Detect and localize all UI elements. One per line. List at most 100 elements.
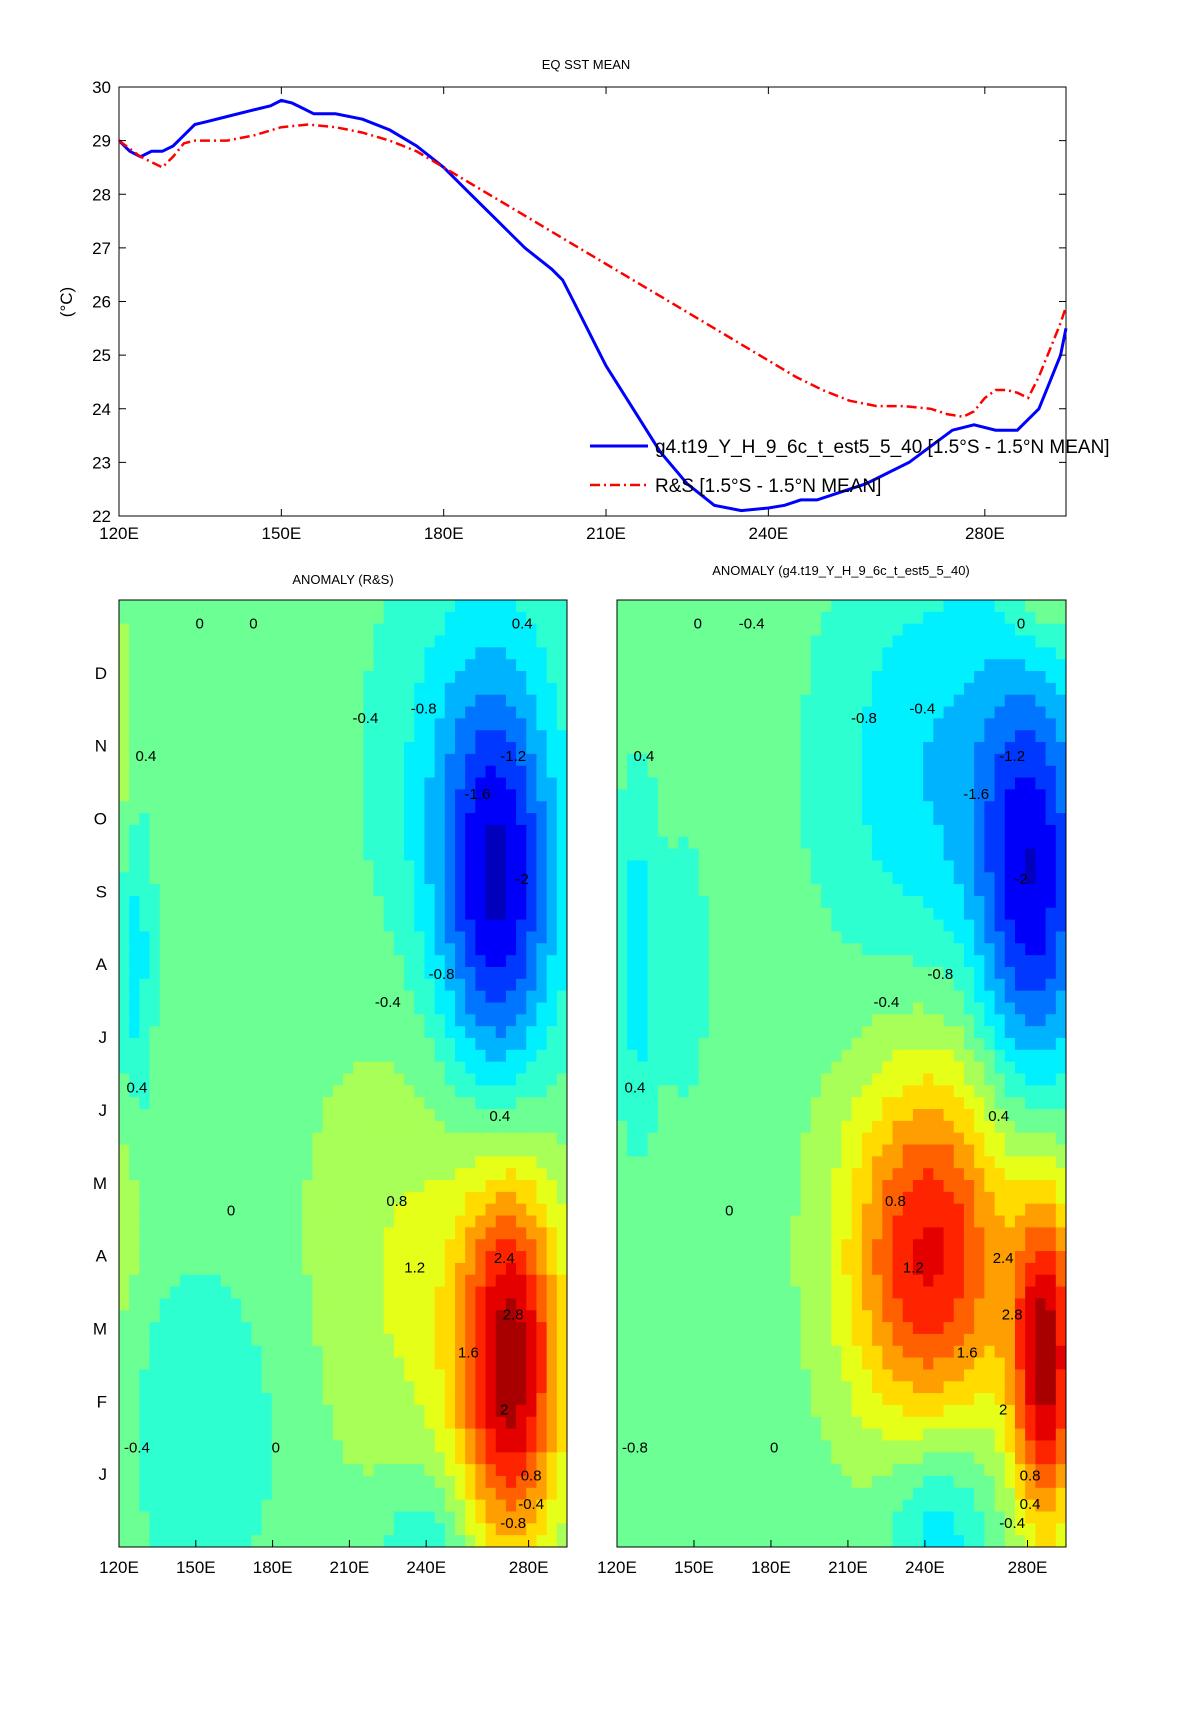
- heatmap-cell: [759, 1097, 771, 1110]
- heatmap-cell: [180, 836, 191, 850]
- heatmap-cell: [668, 1310, 679, 1323]
- heatmap-cell: [708, 943, 720, 956]
- y-tick-label: D: [95, 664, 107, 683]
- heatmap-cell: [241, 1109, 252, 1122]
- heatmap-cell: [475, 1464, 487, 1477]
- heatmap-cell: [627, 1298, 638, 1311]
- heatmap-cell: [637, 1274, 649, 1288]
- heatmap-cell: [129, 919, 140, 933]
- heatmap-cell: [424, 1369, 436, 1382]
- heatmap-cell: [536, 765, 548, 779]
- heatmap-cell: [343, 1168, 354, 1181]
- heatmap-cell: [749, 611, 761, 625]
- heatmap-cell: [149, 682, 161, 696]
- heatmap-cell: [516, 718, 527, 731]
- heatmap-cell: [200, 1109, 212, 1122]
- heatmap-cell: [271, 1310, 283, 1323]
- heatmap-cell: [332, 1251, 344, 1264]
- heatmap-cell: [475, 990, 487, 1004]
- heatmap-cell: [343, 694, 354, 708]
- heatmap-cell: [220, 611, 232, 625]
- heatmap-cell: [383, 1227, 395, 1240]
- heatmap-cell: [251, 955, 263, 968]
- heatmap-cell: [332, 1322, 344, 1335]
- heatmap-cell: [373, 1357, 385, 1371]
- heatmap-cell: [180, 895, 191, 909]
- heatmap-cell: [475, 718, 487, 731]
- heatmap-cell: [373, 1274, 385, 1288]
- heatmap-cell: [149, 659, 161, 672]
- heatmap-cell: [119, 706, 130, 719]
- heatmap-cell: [617, 1428, 628, 1442]
- heatmap-cell: [139, 1061, 151, 1075]
- heatmap-cell: [393, 1310, 405, 1323]
- heatmap-cell: [617, 1357, 628, 1371]
- heatmap-cell: [210, 1203, 222, 1217]
- heatmap-cell: [698, 1381, 710, 1394]
- heatmap-cell: [617, 1251, 628, 1264]
- heatmap-cell: [200, 1286, 212, 1300]
- heatmap-cell: [739, 836, 751, 850]
- heatmap-cell: [241, 742, 252, 755]
- heatmap-cell: [363, 1333, 375, 1347]
- heatmap-cell: [180, 1227, 191, 1240]
- heatmap-cell: [678, 1014, 690, 1027]
- heatmap-cell: [169, 742, 181, 755]
- heatmap-cell: [251, 836, 263, 850]
- heatmap-cell: [190, 1511, 202, 1524]
- heatmap-cell: [281, 1215, 293, 1228]
- heatmap-cell: [637, 966, 649, 980]
- heatmap-cell: [657, 955, 669, 968]
- heatmap-cell: [434, 1393, 446, 1406]
- heatmap-cell: [393, 813, 405, 826]
- heatmap-cell: [516, 931, 527, 944]
- heatmap-cell: [180, 955, 191, 968]
- heatmap-cell: [455, 1475, 466, 1489]
- heatmap-cell: [312, 682, 324, 696]
- heatmap-cell: [647, 1416, 659, 1430]
- heatmap-cell: [719, 1535, 730, 1547]
- heatmap-rs-field: [119, 600, 567, 1547]
- heatmap-cell: [139, 978, 151, 992]
- heatmap-cell: [698, 824, 710, 838]
- heatmap-cell: [627, 623, 638, 637]
- heatmap-cell: [393, 706, 405, 719]
- heatmap-cell: [373, 694, 385, 708]
- heatmap-cell: [719, 1251, 730, 1264]
- heatmap-cell: [475, 931, 487, 944]
- heatmap-cell: [149, 1322, 161, 1335]
- heatmap-cell: [241, 1393, 252, 1406]
- heatmap-cell: [383, 1357, 395, 1371]
- heatmap-cell: [678, 848, 690, 862]
- heatmap-cell: [637, 1097, 649, 1110]
- heatmap-cell: [780, 1120, 792, 1134]
- heatmap-cell: [780, 907, 792, 921]
- heatmap-cell: [698, 1499, 710, 1513]
- heatmap-cell: [647, 1073, 659, 1086]
- heatmap-cell: [261, 1156, 273, 1169]
- heatmap-cell: [383, 623, 395, 637]
- heatmap-cell: [343, 1452, 354, 1465]
- heatmap-cell: [455, 966, 466, 980]
- heatmap-cell: [292, 671, 303, 684]
- heatmap-cell: [556, 671, 567, 684]
- heatmap-cell: [729, 659, 741, 672]
- heatmap-cell: [719, 753, 730, 767]
- heatmap-cell: [271, 1014, 283, 1027]
- heatmap-cell: [434, 623, 446, 637]
- heatmap-cell: [139, 907, 151, 921]
- heatmap-cell: [190, 659, 202, 672]
- heatmap-cell: [729, 1511, 741, 1524]
- heatmap-cell: [465, 694, 476, 708]
- heatmap-cell: [719, 742, 730, 755]
- heatmap-cell: [373, 1097, 385, 1110]
- legend-label-obs: R&S [1.5°S - 1.5°N MEAN]: [655, 476, 881, 497]
- heatmap-cell: [505, 1215, 517, 1228]
- heatmap-cell: [343, 659, 354, 672]
- heatmap-cell: [434, 1002, 446, 1015]
- heatmap-cell: [526, 1428, 538, 1442]
- heatmap-cell: [688, 990, 700, 1004]
- heatmap-cell: [749, 623, 761, 637]
- heatmap-cell: [292, 1393, 303, 1406]
- heatmap-cell: [708, 1298, 720, 1311]
